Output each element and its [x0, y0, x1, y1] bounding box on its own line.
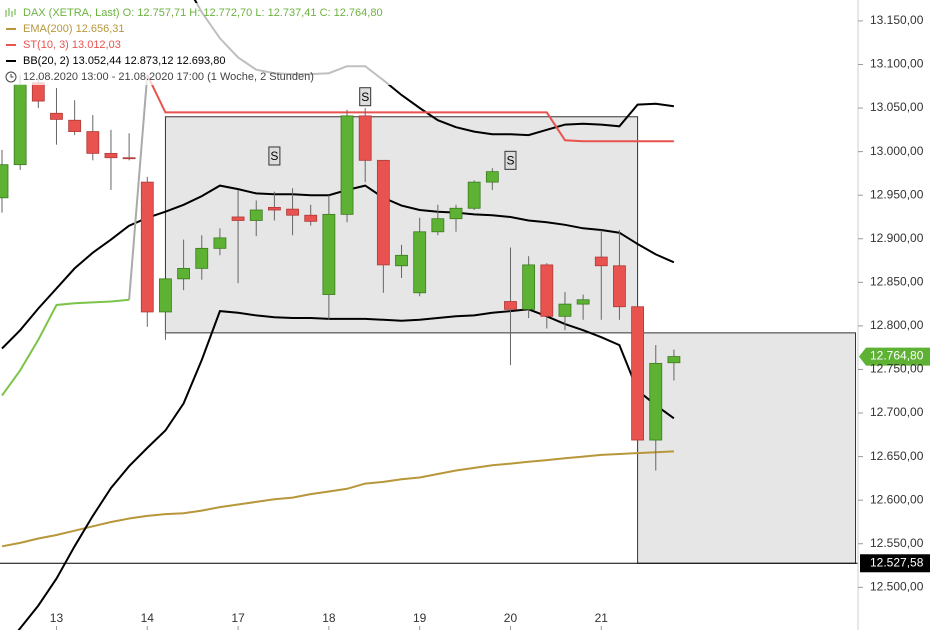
supertrend-switch — [128, 74, 149, 300]
signal-box — [359, 87, 372, 107]
hline-tag-label: 12.527,58 — [870, 555, 924, 569]
y-tick-label: 12.850,00 — [870, 274, 924, 288]
candle-body — [467, 181, 481, 209]
candle-body — [249, 209, 263, 221]
y-tick-label: 12.900,00 — [870, 231, 924, 245]
x-tick-label: 14 — [141, 611, 155, 625]
candle-body — [267, 206, 281, 211]
candle-body — [449, 207, 463, 220]
x-tick-label: 19 — [413, 611, 427, 625]
candle-body — [104, 152, 118, 159]
candle-body — [667, 356, 681, 364]
candle-body — [613, 265, 626, 308]
candle-body — [159, 278, 172, 313]
candle-body — [86, 131, 100, 154]
legend-ema: EMA(200) 12.656,31 — [23, 23, 125, 35]
legend-period: 12.08.2020 13:00 - 21.08.2020 17:00 (1 W… — [23, 71, 314, 83]
candle-body — [576, 299, 590, 305]
signal-label: S — [270, 149, 278, 163]
candle-body — [195, 247, 209, 269]
y-tick-label: 12.800,00 — [870, 318, 924, 332]
legend-main: DAX (XETRA, Last) O: 12.757,71 H: 12.772… — [23, 7, 383, 19]
candle-body — [68, 119, 82, 132]
legend-icon — [5, 8, 16, 17]
supertrend-down — [146, 74, 674, 143]
candle-body — [286, 208, 299, 216]
y-tick-label: 12.750,00 — [870, 362, 924, 376]
candle-body — [177, 267, 191, 280]
candle-body — [522, 264, 536, 310]
line-bb — [1, 184, 675, 350]
candle-body — [31, 82, 45, 102]
signal-box — [504, 150, 517, 170]
price-tag — [859, 347, 930, 366]
candle-body — [0, 164, 9, 199]
candle-body — [540, 264, 554, 317]
y-tick-label: 13.100,00 — [870, 57, 924, 71]
x-tick-label: 18 — [322, 611, 336, 625]
candle-body — [558, 303, 572, 317]
candle-body — [376, 159, 390, 266]
candle-body — [413, 231, 427, 294]
candle-body — [13, 84, 27, 166]
candle-body — [395, 254, 408, 267]
y-tick-label: 13.150,00 — [870, 13, 924, 27]
y-tick-label: 12.550,00 — [870, 536, 924, 550]
candle-body — [504, 301, 517, 310]
y-tick-label: 13.000,00 — [870, 144, 924, 158]
line-ema — [1, 450, 674, 548]
line-bb — [17, 308, 675, 630]
candle-body — [431, 218, 445, 233]
supertrend-up — [1, 298, 130, 397]
x-tick-label: 13 — [50, 611, 64, 625]
price-tag-label: 12.764,80 — [870, 349, 924, 363]
legend: DAX (XETRA, Last) O: 12.757,71 H: 12.772… — [0, 3, 400, 85]
candle-body — [358, 115, 372, 161]
signal-label: S — [506, 154, 514, 168]
y-tick-label: 12.500,00 — [870, 579, 924, 593]
hline-tag — [860, 554, 930, 573]
y-tick-label: 12.650,00 — [870, 449, 924, 463]
candle-body — [50, 112, 63, 120]
candle-body — [485, 171, 499, 183]
clock-icon — [5, 71, 17, 83]
candle-body — [631, 306, 644, 441]
legend-st: ST(10, 3) 13.012,03 — [23, 39, 121, 51]
legend-bg — [0, 3, 400, 85]
y-tick-label: 12.700,00 — [870, 405, 924, 419]
candle-body — [213, 237, 227, 249]
candle-body — [140, 181, 154, 313]
y-tick-label: 12.950,00 — [870, 187, 924, 201]
x-tick-label: 20 — [504, 611, 518, 625]
candle-body — [231, 216, 245, 221]
candle-body — [322, 213, 336, 295]
candle-body — [122, 157, 136, 160]
signal-label: S — [361, 90, 369, 104]
candle-body — [304, 214, 318, 222]
zone — [637, 332, 857, 564]
candle-body — [594, 256, 608, 267]
y-tick-label: 13.050,00 — [870, 100, 924, 114]
candle-body — [340, 115, 354, 215]
x-tick-label: 21 — [595, 611, 609, 625]
signal-box — [268, 146, 281, 166]
x-tick-label: 17 — [231, 611, 245, 625]
y-tick-label: 12.600,00 — [870, 492, 924, 506]
candle-body — [649, 362, 663, 441]
legend-bb: BB(20, 2) 13.052,44 12.873,12 12.693,80 — [23, 55, 225, 67]
